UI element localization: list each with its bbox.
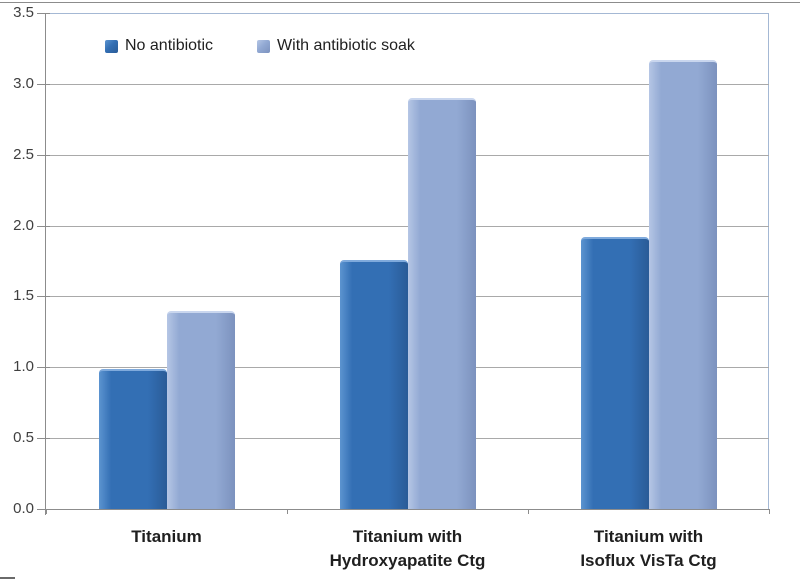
y-tick-mark-0.5 <box>37 438 50 440</box>
y-axis-line <box>45 13 46 515</box>
legend-label-no-antibiotic: No antibiotic <box>125 37 214 54</box>
x-tick-mark-3 <box>769 509 770 514</box>
y-tick-mark-1.5 <box>37 296 50 298</box>
y-tick-label-3.0: 3.0 <box>13 74 34 92</box>
y-tick-label-2.5: 2.5 <box>13 145 34 163</box>
legend-marker-with-antibiotic-soak-icon <box>257 39 271 53</box>
y-tick-label-1.0: 1.0 <box>13 358 34 376</box>
chart-border-artifact <box>0 577 15 579</box>
y-tick-mark-0.0 <box>37 509 50 510</box>
y-tick-label-2.0: 2.0 <box>13 216 34 234</box>
y-tick-mark-2.5 <box>37 154 50 156</box>
legend-marker-no-antibiotic-icon <box>105 39 118 53</box>
legend-label-with-antibiotic-soak: With antibiotic soak <box>277 37 415 54</box>
legend-item-with-antibiotic-soak: With antibiotic soak <box>257 37 415 55</box>
x-category-label-titanium-with-hydroxyapatite-ctg: Titanium with Hydroxyapatite Ctg <box>329 527 486 570</box>
gridline-3.0 <box>47 83 769 85</box>
y-tick-mark-3.0 <box>37 83 50 85</box>
x-tick-mark-0 <box>46 509 47 514</box>
bar-with-antibiotic-soak-titanium-with-isoflux-vista-ctg <box>648 59 717 509</box>
x-axis-line <box>46 509 769 510</box>
legend: No antibiotic With antibiotic soak <box>105 37 415 55</box>
x-tick-mark-2 <box>528 509 529 514</box>
y-tick-mark-2.0 <box>37 225 50 227</box>
plot-area <box>46 13 769 509</box>
x-category-label-titanium: Titanium <box>131 527 202 546</box>
x-category-label-titanium-with-isoflux-vista-ctg: Titanium with Isoflux VisTa Ctg <box>580 527 717 570</box>
y-tick-label-0.5: 0.5 <box>13 429 34 447</box>
y-tick-mark-1.0 <box>37 367 50 369</box>
y-tick-label-1.5: 1.5 <box>13 287 34 305</box>
y-tick-mark-3.5 <box>37 13 50 14</box>
bar-with-antibiotic-soak-titanium-with-hydroxyapatite-ctg <box>407 98 476 509</box>
bar-no-antibiotic-titanium-with-isoflux-vista-ctg <box>580 236 649 509</box>
bar-with-antibiotic-soak-titanium <box>166 310 235 509</box>
legend-item-no-antibiotic: No antibiotic <box>105 37 213 55</box>
y-tick-label-3.5: 3.5 <box>13 4 34 21</box>
bar-no-antibiotic-titanium-with-hydroxyapatite-ctg <box>339 259 408 509</box>
x-tick-mark-1 <box>287 509 288 514</box>
y-tick-label-0.0: 0.0 <box>13 500 34 517</box>
bar-no-antibiotic-titanium <box>98 368 167 509</box>
chart-top-border <box>0 2 800 3</box>
